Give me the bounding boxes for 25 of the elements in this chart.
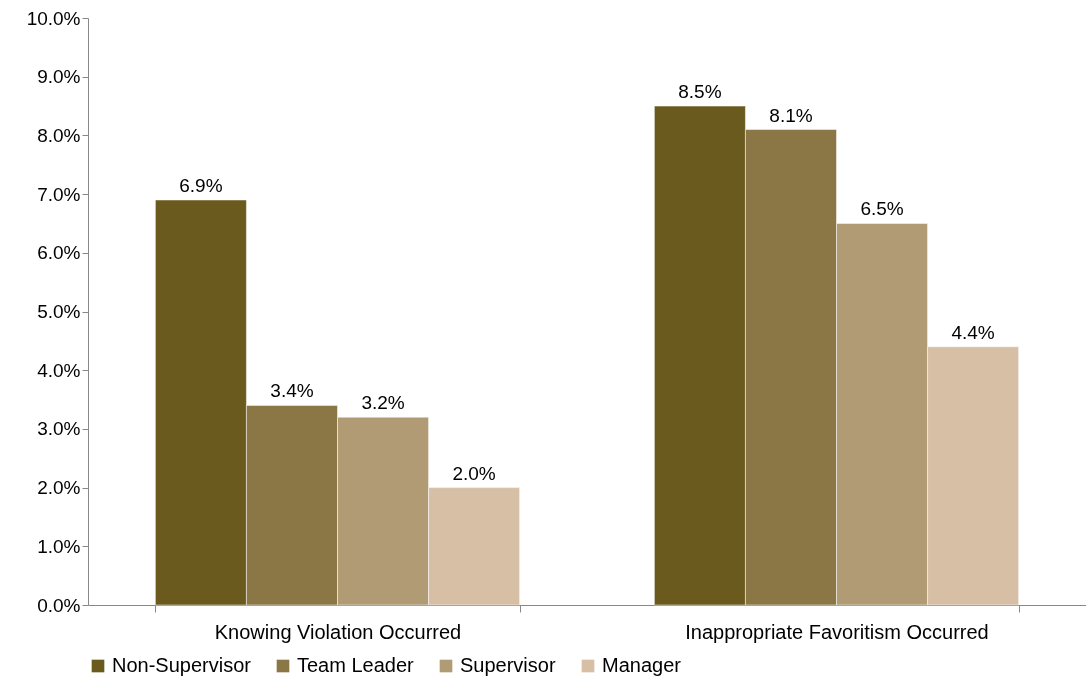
- x-tick-label: Inappropriate Favoritism Occurred: [685, 620, 989, 643]
- y-tick-label: 7.0%: [37, 183, 81, 205]
- x-tick-label: Knowing Violation Occurred: [214, 620, 462, 643]
- y-tick-label: 9.0%: [37, 66, 81, 88]
- y-tick-label: 4.0%: [37, 359, 81, 381]
- y-tick-label: 10.0%: [26, 7, 81, 29]
- data-label: 8.5%: [678, 81, 722, 103]
- y-tick-label: 2.0%: [37, 477, 81, 499]
- data-label: 3.2%: [361, 392, 405, 414]
- y-tick-label: 6.0%: [37, 242, 81, 264]
- legend-label: Supervisor: [460, 654, 556, 676]
- y-tick-label: 1.0%: [37, 535, 81, 557]
- data-label: 8.1%: [769, 104, 813, 126]
- legend-label: Manager: [602, 654, 682, 676]
- data-label: 3.4%: [270, 380, 314, 402]
- data-label: 2.0%: [452, 462, 496, 484]
- y-tick-label: 5.0%: [37, 301, 81, 322]
- legend-label: Non-Supervisor: [112, 654, 252, 676]
- data-label: 6.9%: [179, 174, 223, 196]
- data-label: 4.4%: [951, 321, 995, 343]
- y-tick-label: 0.0%: [37, 594, 81, 616]
- y-tick-label: 3.0%: [37, 418, 81, 440]
- data-label: 6.5%: [860, 198, 904, 220]
- y-tick-label: 8.0%: [37, 124, 81, 146]
- legend-label: Team Leader: [297, 654, 415, 676]
